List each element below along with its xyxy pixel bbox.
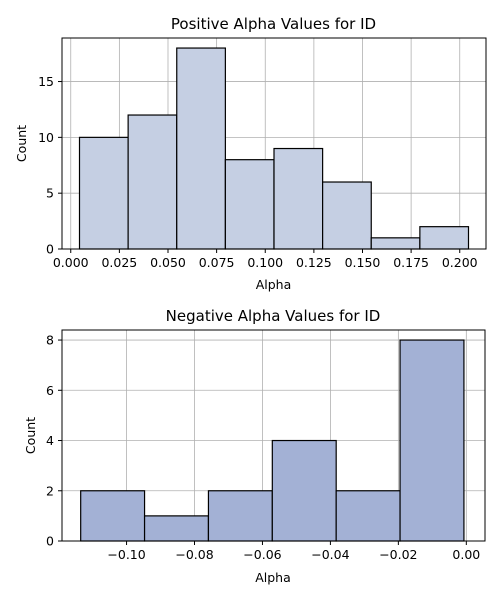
plot-frame bbox=[61, 37, 487, 250]
chart-title: Negative Alpha Values for ID bbox=[166, 307, 381, 325]
histogram-bar bbox=[224, 159, 275, 250]
y-tick-label: 15 bbox=[38, 74, 54, 89]
histogram-bar bbox=[399, 339, 465, 542]
y-tick-label: 0 bbox=[46, 242, 54, 257]
x-axis-label: Alpha bbox=[255, 570, 291, 585]
histogram-bar bbox=[207, 490, 273, 542]
x-tick-label: 0.050 bbox=[150, 255, 186, 270]
histogram-bar bbox=[78, 136, 129, 250]
histogram-bar bbox=[335, 490, 401, 542]
y-tick-label: 8 bbox=[46, 333, 54, 348]
x-tick-label: −0.04 bbox=[311, 547, 349, 562]
x-tick-label: 0.175 bbox=[393, 255, 429, 270]
x-tick-label: −0.02 bbox=[379, 547, 417, 562]
y-tick-label: 0 bbox=[46, 534, 54, 549]
histogram-bar bbox=[419, 226, 470, 250]
histogram-bar bbox=[273, 147, 324, 250]
x-tick-label: 0.150 bbox=[345, 255, 381, 270]
chart-title: Positive Alpha Values for ID bbox=[171, 15, 376, 33]
chart-negative-alpha: Negative Alpha Values for ID −0.10 −0.08−… bbox=[23, 307, 486, 585]
plot-frame bbox=[61, 329, 486, 542]
x-tick-label: 0.100 bbox=[247, 255, 283, 270]
histogram-bar bbox=[80, 490, 146, 542]
ticks: −0.10 −0.08 −0.06 −0.04 −0.02 0.00 0 2 4 6 8 bbox=[46, 333, 480, 562]
x-tick-label: 0.000 bbox=[53, 255, 89, 270]
x-tick-label: 0.075 bbox=[199, 255, 235, 270]
y-tick-label: 6 bbox=[46, 383, 54, 398]
x-tick-label: −0.06 bbox=[243, 547, 281, 562]
x-tick-label: 0.00 bbox=[452, 547, 480, 562]
ticks: 0.000 0.025 0.050 0.075 0.100 0.125 0.150 0.175… bbox=[38, 74, 478, 270]
y-tick-label: 4 bbox=[46, 433, 54, 448]
histogram-bar bbox=[127, 114, 178, 250]
x-tick-label: 0.025 bbox=[101, 255, 137, 270]
chart-positive-alpha: Positive Alpha Values for ID 0.000 0.025 0… bbox=[14, 15, 487, 292]
histogram-bar bbox=[176, 47, 226, 250]
x-tick-label: −0.10 bbox=[107, 547, 145, 562]
histogram-bar bbox=[143, 515, 210, 542]
y-axis-label: Count bbox=[23, 417, 38, 454]
x-tick-label: −0.08 bbox=[175, 547, 213, 562]
x-tick-label: 0.125 bbox=[296, 255, 332, 270]
bars bbox=[78, 47, 470, 250]
x-axis-label: Alpha bbox=[256, 277, 292, 292]
x-tick-label: 0.200 bbox=[442, 255, 478, 270]
y-tick-label: 2 bbox=[46, 483, 54, 498]
histogram-bar bbox=[370, 237, 421, 250]
y-tick-label: 5 bbox=[46, 186, 54, 201]
y-axis-label: Count bbox=[14, 125, 29, 162]
histogram-bar bbox=[322, 181, 372, 250]
y-tick-label: 10 bbox=[38, 130, 54, 145]
histogram-bar bbox=[271, 439, 337, 542]
